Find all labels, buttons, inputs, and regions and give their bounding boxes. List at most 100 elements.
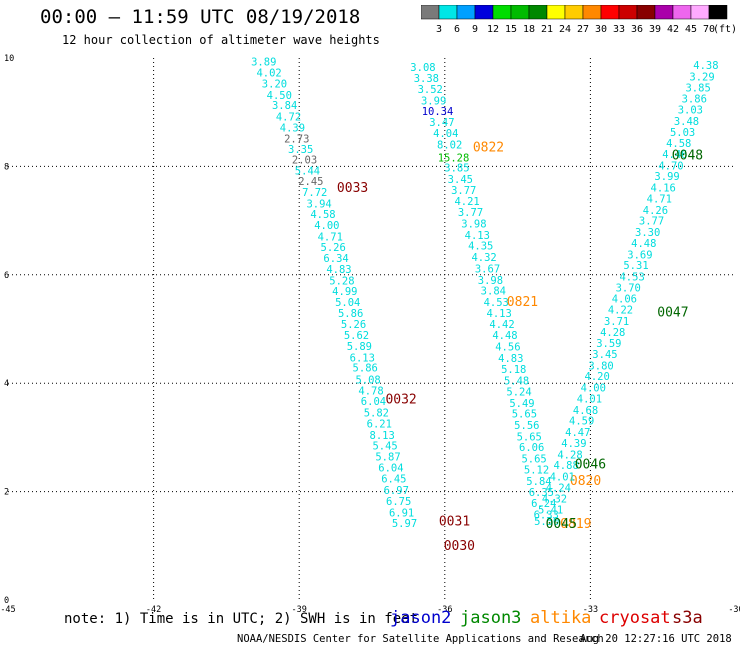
swh-data-label: 3.48 (674, 116, 699, 128)
x-tick-label: -42 (146, 605, 161, 615)
pass-time-label: 0031 (439, 514, 470, 529)
swh-data-label: 3.35 (288, 144, 313, 156)
swh-data-label: 3.99 (654, 171, 679, 183)
swh-data-label: 6.75 (386, 496, 411, 508)
swh-data-label: 3.77 (458, 207, 483, 219)
color-scale-label: 39 (649, 24, 661, 35)
swh-data-label: 5.18 (501, 364, 526, 376)
y-tick-label: 4 (4, 379, 9, 389)
swh-data-label: 5.41 (538, 505, 563, 517)
swh-data-label: 6.13 (350, 352, 375, 364)
swh-data-label: 4.46 (662, 149, 687, 161)
swh-data-label: 5.03 (670, 127, 695, 139)
swh-data-label: 4.02 (256, 68, 281, 80)
chart-title: 00:00 — 11:59 UTC 08/19/2018 (40, 6, 361, 28)
footer-timestamp: Aug 20 12:27:16 UTC 2018 (580, 633, 732, 645)
swh-data-label: 4.88 (553, 460, 578, 472)
swh-data-label: 4.32 (542, 494, 567, 506)
pass-time-label: 0046 (575, 458, 606, 473)
swh-data-label: 5.56 (514, 420, 539, 432)
swh-data-label: 3.98 (461, 218, 486, 230)
swh-data-label: 4.48 (492, 330, 517, 342)
color-scale-label: 3 (436, 24, 442, 35)
swh-data-label: 5.26 (341, 319, 366, 331)
swh-data-label: 5.26 (321, 242, 346, 254)
swh-data-label: 4.20 (585, 371, 610, 383)
swh-data-label: 4.72 (276, 112, 301, 124)
swh-data-label: 4.39 (280, 122, 305, 134)
swh-data-label: 3.89 (251, 56, 276, 68)
chart-subtitle: 12 hour collection of altimeter wave hei… (62, 33, 380, 47)
swh-data-label: 5.89 (347, 341, 372, 353)
y-tick-label: 2 (4, 488, 9, 498)
color-scale-label: 36 (631, 24, 643, 35)
swh-data-label: 3.80 (588, 360, 613, 372)
swh-data-label: 3.69 (627, 249, 652, 261)
swh-data-label: 4.04 (433, 128, 458, 140)
swh-data-label: 4.59 (569, 416, 594, 428)
swh-data-label: 6.06 (519, 442, 544, 454)
swh-data-label: 3.03 (678, 105, 703, 117)
color-scale-label: 33 (613, 24, 625, 35)
color-scale-label: 12 (487, 24, 499, 35)
swh-data-label: 5.49 (509, 398, 534, 410)
swh-data-label: 4.50 (267, 90, 292, 102)
swh-data-label: 4.06 (612, 294, 637, 306)
color-scale-unit: (ft) (713, 24, 737, 35)
y-tick-label: 10 (4, 54, 14, 64)
swh-data-label: 6.91 (389, 507, 414, 519)
swh-data-label: 3.71 (604, 316, 629, 328)
swh-data-label: 3.84 (272, 100, 297, 112)
swh-data-label: 3.29 (689, 72, 714, 84)
swh-data-label: 5.84 (526, 476, 551, 488)
swh-data-label: 2.03 (292, 154, 317, 166)
color-swatch (708, 5, 728, 20)
swh-data-label: 5.86 (353, 363, 378, 375)
color-scale-label: 45 (685, 24, 697, 35)
swh-data-label: 4.53 (619, 272, 644, 284)
color-scale-label: 6 (454, 24, 460, 35)
swh-data-label: 4.00 (581, 383, 606, 395)
swh-data-label: 5.31 (623, 260, 648, 272)
swh-data-label: 5.65 (521, 454, 546, 466)
pass-time-label: 0032 (385, 392, 416, 407)
swh-data-label: 5.86 (338, 308, 363, 320)
swh-data-label: 3.52 (418, 84, 443, 96)
swh-data-label: 4.24 (546, 482, 571, 494)
swh-data-label: 5.12 (524, 464, 549, 476)
swh-data-label: 5.62 (344, 330, 369, 342)
swh-data-label: 4.26 (643, 205, 668, 217)
swh-data-label: 4.78 (358, 385, 383, 397)
swh-data-label: 3.84 (481, 286, 506, 298)
swh-data-label: 4.28 (557, 449, 582, 461)
swh-data-label: 4.83 (326, 264, 351, 276)
swh-data-label: 2.73 (284, 133, 309, 145)
swh-data-label: 5.28 (329, 275, 354, 287)
legend-item-jason2: jason2 (390, 608, 452, 628)
swh-data-label: 4.48 (631, 238, 656, 250)
swh-data-label: 3.77 (451, 185, 476, 197)
swh-data-label: 4.47 (565, 427, 590, 439)
swh-data-label: 5.65 (517, 431, 542, 443)
swh-data-label: 3.86 (682, 94, 707, 106)
pass-time-label: 0822 (473, 140, 504, 155)
swh-data-label: 4.21 (454, 196, 479, 208)
color-scale-label: 18 (523, 24, 535, 35)
swh-data-label: 7.72 (302, 187, 327, 199)
legend-item-cryosat: cryosat (599, 608, 671, 628)
swh-data-label: 3.85 (444, 163, 469, 175)
swh-data-label: 4.68 (573, 405, 598, 417)
y-tick-label: 8 (4, 162, 9, 172)
swh-data-label: 4.39 (561, 438, 586, 450)
swh-data-label: 4.22 (608, 305, 633, 317)
legend-item-jason3: jason3 (460, 608, 522, 628)
y-tick-label: 6 (4, 271, 9, 281)
swh-data-label: 4.53 (484, 297, 509, 309)
swh-data-label: 3.47 (429, 117, 454, 129)
swh-data-label: 6.45 (381, 474, 406, 486)
swh-data-label: 3.77 (639, 216, 664, 228)
x-tick-label: -36 (437, 605, 452, 615)
pass-time-label: 0048 (672, 149, 703, 164)
pass-time-label: 0045 (546, 517, 577, 532)
swh-data-label: 3.85 (685, 82, 710, 94)
